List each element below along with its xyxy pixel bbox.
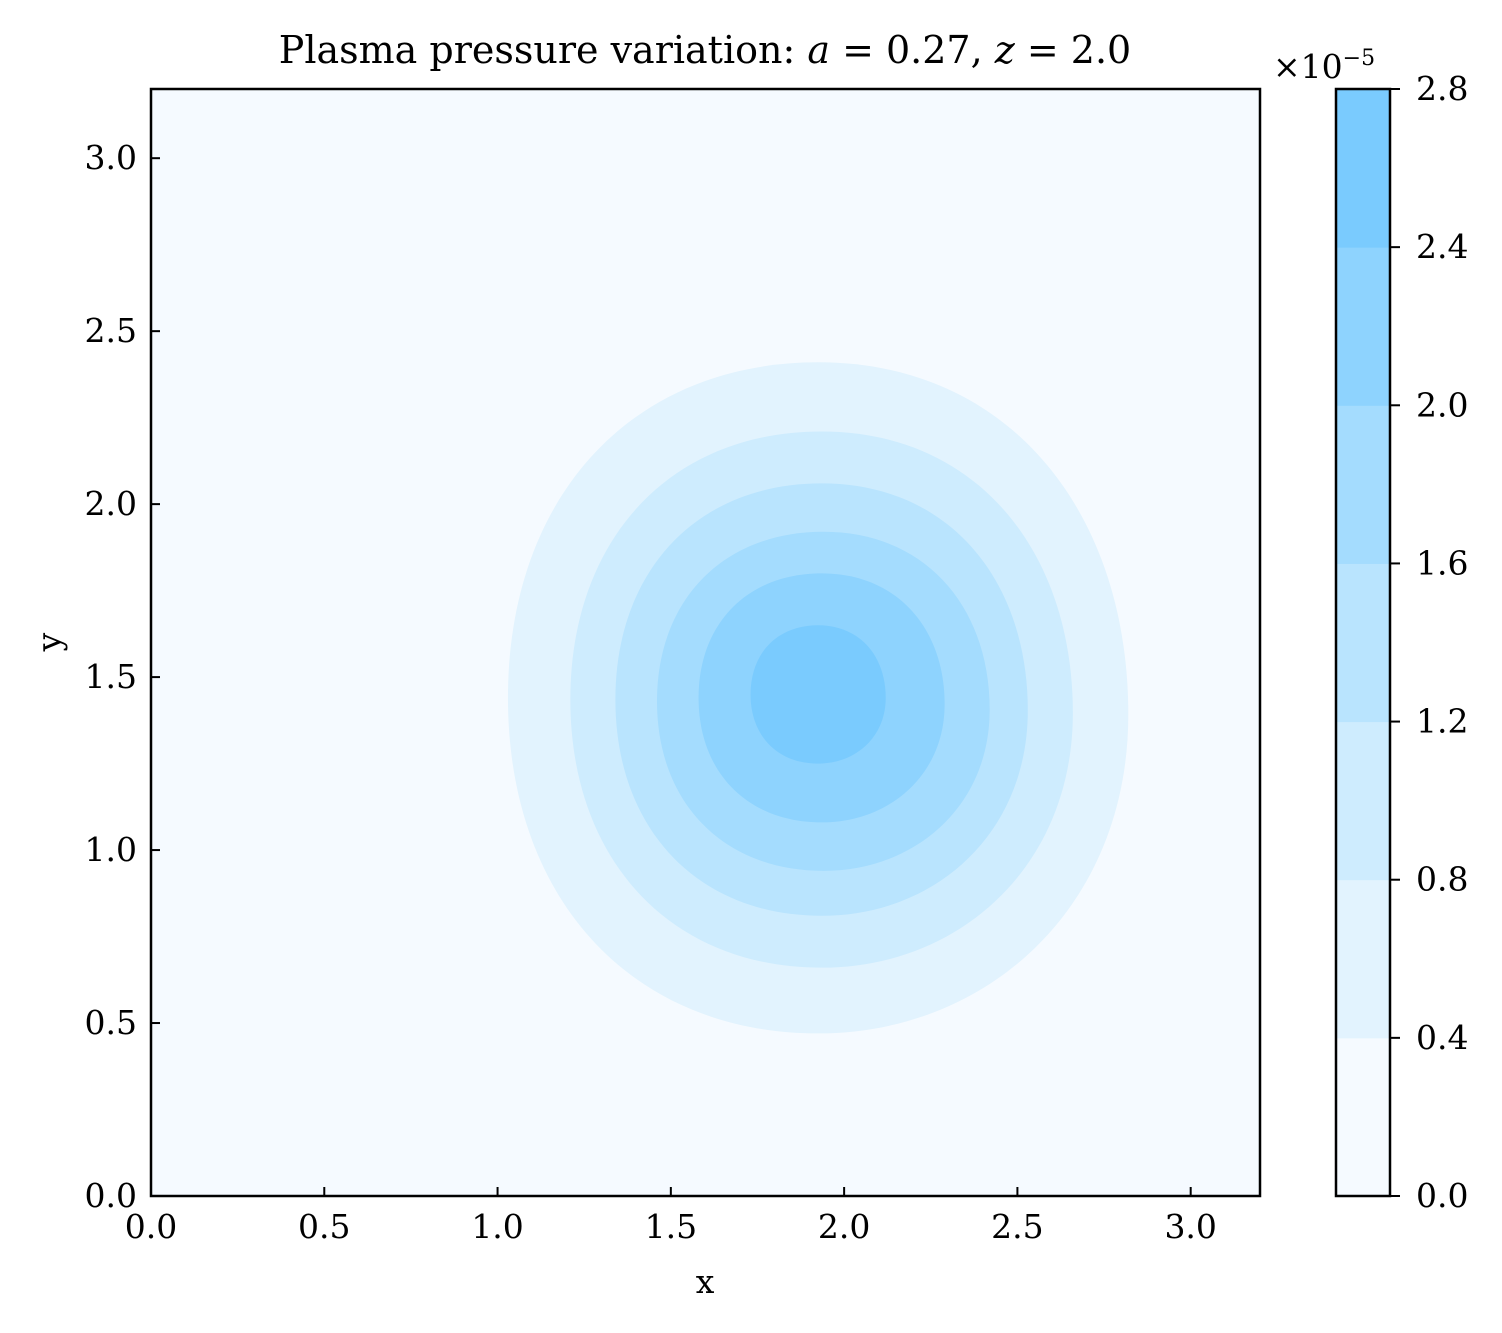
colorbar-band [1336,1037,1390,1197]
colorbar-band [1336,405,1390,564]
plot-frame [149,87,1262,1198]
x-tick-label: 1.5 [645,1207,697,1246]
y-tick-label: 0.0 [85,1176,137,1215]
x-tick-label: 1.0 [471,1207,523,1246]
contour-level-2-4 [750,625,886,764]
y-axis-label: y [29,632,68,652]
colorbar-tick-label: 0.4 [1416,1018,1468,1057]
y-tick-label: 2.5 [85,311,137,350]
colorbar-tick-label: 0.8 [1416,860,1468,899]
colorbar-tick-label: 2.4 [1416,227,1468,266]
x-axis-label: x [696,1262,715,1301]
y-tick-label: 3.0 [85,138,137,177]
colorbar-tick-label: 2.0 [1416,385,1468,424]
contour-fills [507,362,1129,1034]
x-tick-label: 3.0 [1164,1207,1216,1246]
colorbar-ticks: 0.0 0.4 0.8 1.2 1.6 2.0 2.4 2.8 [1390,69,1468,1215]
y-tick-label: 0.5 [85,1003,137,1042]
x-tick-label: 2.0 [818,1207,870,1246]
x-axis-ticks: 0.0 0.5 1.0 1.5 2.0 2.5 3.0 [125,1187,1217,1246]
colorbar-multiplier: ×10−5 [1273,46,1375,86]
colorbar-band [1336,563,1390,723]
y-tick-label: 1.0 [85,830,137,869]
colorbar-tick-label: 1.6 [1416,543,1468,582]
colorbar: 0.0 0.4 0.8 1.2 1.6 2.0 2.4 2.8 ×10−5 [1273,46,1468,1215]
colorbar-band [1336,879,1390,1039]
colorbar-bands [1336,89,1390,1197]
y-tick-label: 2.0 [85,484,137,523]
x-tick-label: 2.5 [991,1207,1043,1246]
colorbar-tick-label: 0.0 [1416,1176,1468,1215]
colorbar-band [1336,89,1390,248]
chart-title: Plasma pressure variation: a = 0.27, z =… [279,28,1131,72]
x-tick-label: 0.5 [298,1207,350,1246]
colorbar-band [1336,247,1390,406]
plot-area: 0.0 0.5 1.0 1.5 2.0 2.5 3.0 0.0 0.5 1.0 1.5 2.0 2.5… [85,87,1262,1246]
y-tick-label: 1.5 [85,657,137,696]
colorbar-band [1336,721,1390,881]
y-axis-ticks: 0.0 0.5 1.0 1.5 2.0 2.5 3.0 [85,138,160,1215]
colorbar-tick-label: 1.2 [1416,702,1468,741]
colorbar-tick-label: 2.8 [1416,69,1468,108]
colorbar-frame [1334,87,1392,1198]
x-tick-label: 0.0 [125,1207,177,1246]
